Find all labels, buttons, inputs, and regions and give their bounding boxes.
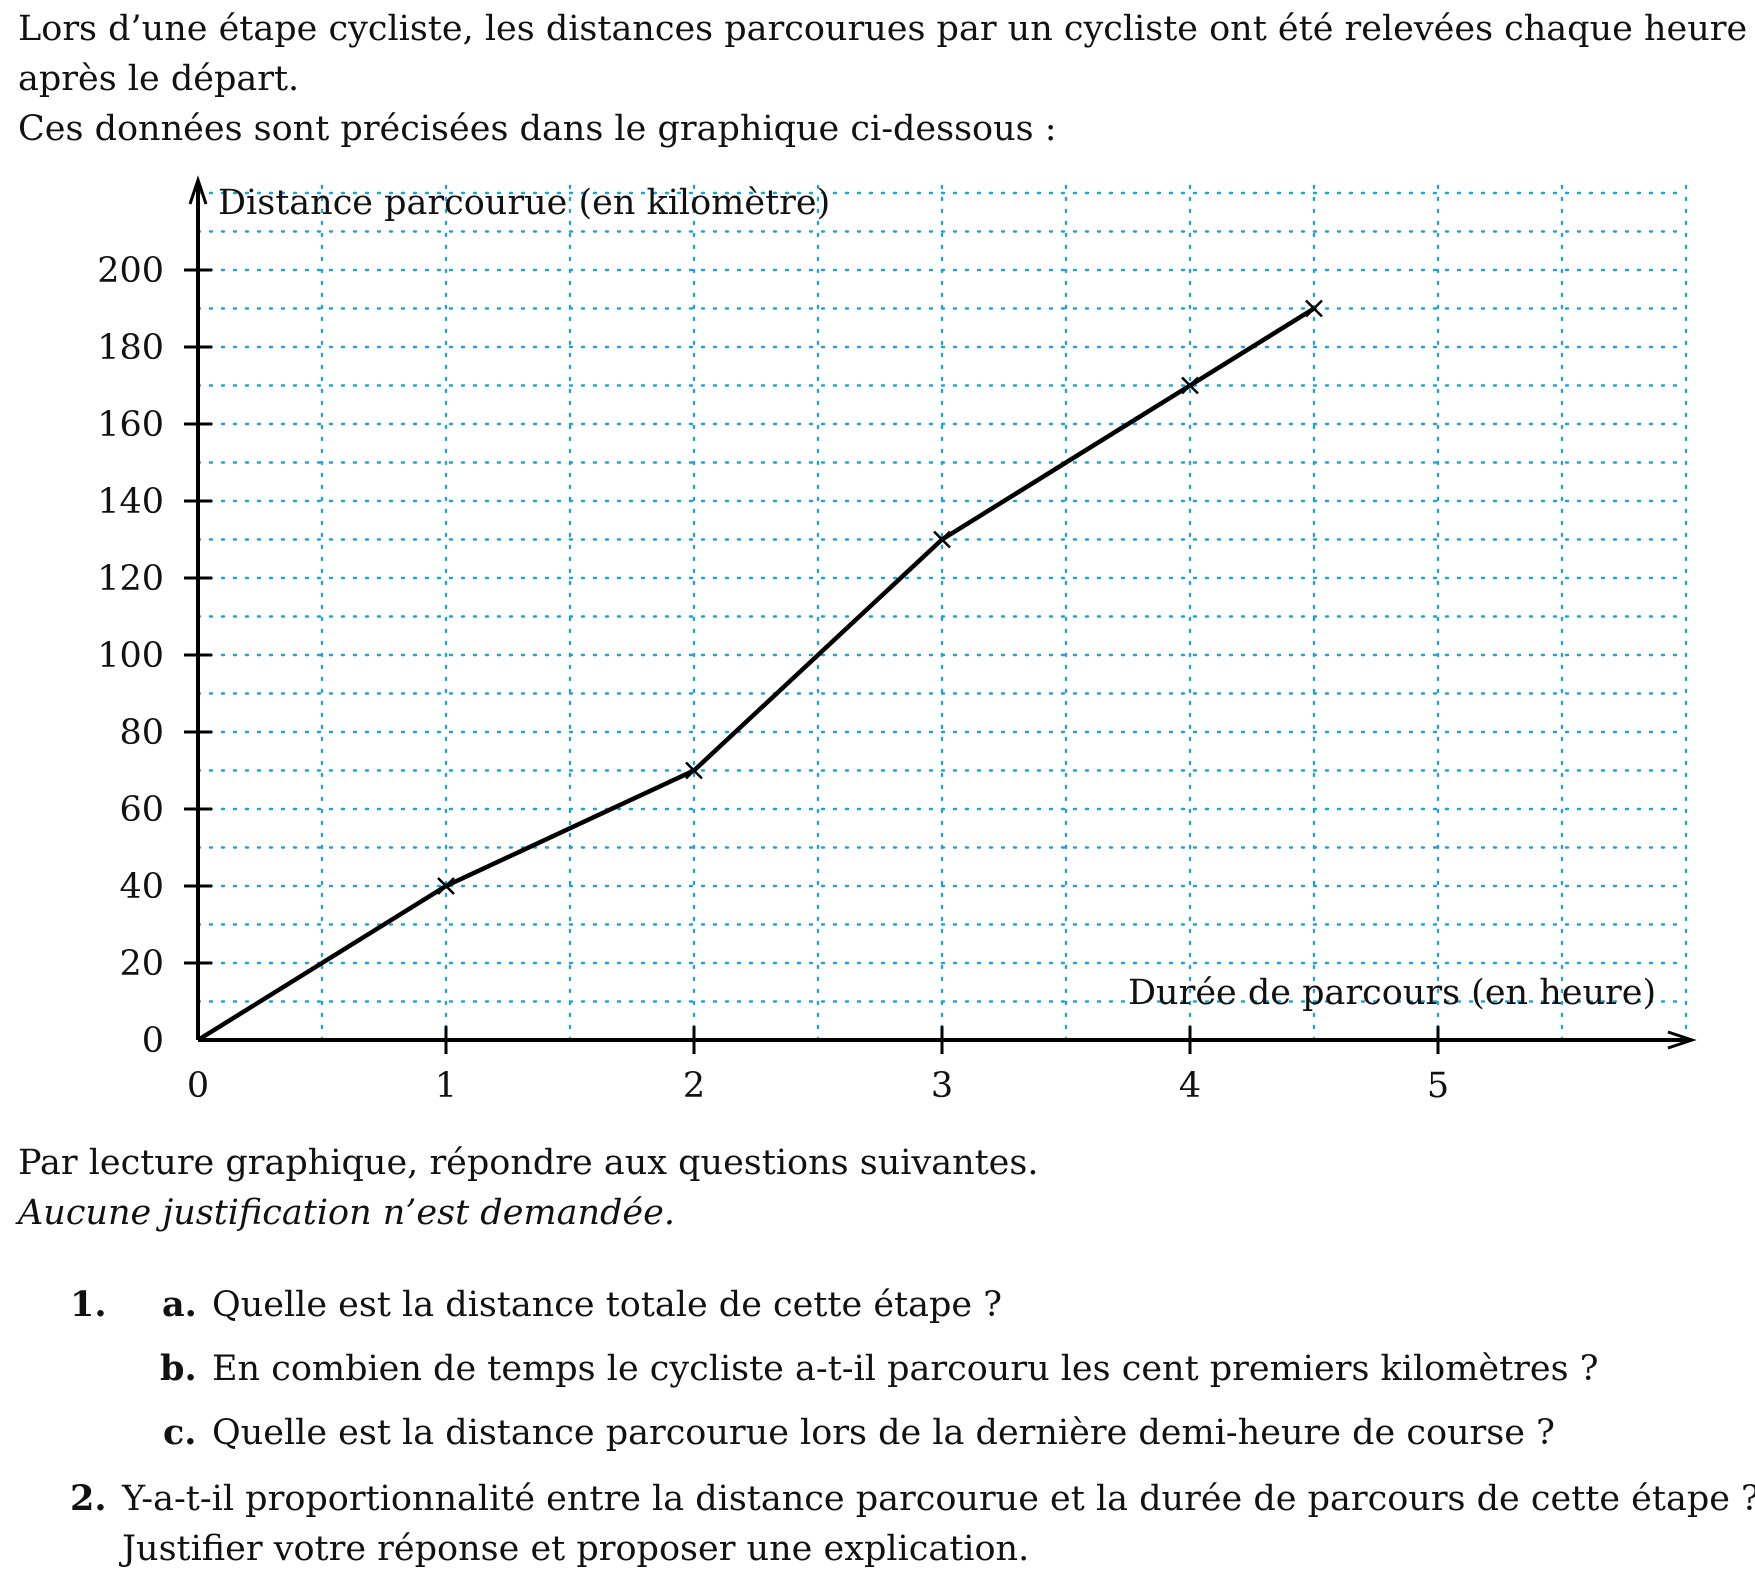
- x-axis-arrow: [1667, 1030, 1697, 1050]
- question-1c-label: c.: [163, 1412, 197, 1453]
- x-tick-label: 5: [1427, 1066, 1449, 1106]
- question-2-line-1: Y-a-t-il proportionnalité entre la dista…: [122, 1479, 1755, 1519]
- instruction-note: Aucune justification n’est demandée.: [18, 1193, 675, 1233]
- intro-line-1: Lors d’une étape cycliste, les distances…: [18, 9, 1748, 99]
- question-1-number: 1.: [70, 1284, 107, 1325]
- data-point-marker: [685, 761, 703, 780]
- x-tick-label: 3: [931, 1066, 953, 1106]
- question-1a-label: a.: [162, 1284, 197, 1325]
- x-tick-label: 0: [187, 1066, 209, 1106]
- series-markers: [437, 299, 1323, 895]
- instruction-line: Par lecture graphique, répondre aux ques…: [18, 1143, 1039, 1183]
- x-tick-label: 4: [1179, 1066, 1201, 1106]
- question-2-number: 2.: [70, 1478, 107, 1519]
- chart-ticks: 0 1 2 3 4 5 0 20 40 60 80 100 120 140 160 180 200: [97, 251, 1449, 1106]
- y-tick-label: 180: [97, 328, 164, 368]
- instructions: Par lecture graphique, répondre aux ques…: [18, 1138, 1753, 1238]
- question-1c-text: Quelle est la distance parcourue lors de…: [212, 1413, 1555, 1453]
- y-tick-label: 140: [97, 482, 164, 522]
- y-axis-arrow: [188, 175, 208, 205]
- y-tick-label: 100: [97, 636, 164, 676]
- y-tick-label: 160: [97, 405, 164, 445]
- y-tick-label: 80: [119, 713, 164, 753]
- y-tick-label: 60: [119, 790, 164, 830]
- series-line: [196, 306, 1316, 1042]
- data-point-marker: [437, 877, 455, 895]
- y-tick-label: 120: [97, 559, 164, 599]
- intro-line-2: Ces données sont précisées dans le graph…: [18, 109, 1057, 149]
- question-1b-label: b.: [160, 1348, 197, 1389]
- chart-grid: [196, 184, 1688, 1042]
- distance-time-chart: 0 1 2 3 4 5 0 20 40 60 80 100 120 140 160 180 200 Distan…: [97, 175, 1697, 1106]
- y-tick-label: 200: [97, 251, 164, 291]
- y-axis-label: Distance parcourue (en kilomètre): [218, 183, 830, 223]
- x-axis-label: Durée de parcours (en heure): [1128, 973, 1656, 1013]
- data-point-marker: [933, 530, 951, 549]
- x-tick-label: 1: [435, 1066, 457, 1106]
- y-tick-label: 0: [142, 1021, 164, 1061]
- intro-paragraph: Lors d’une étape cycliste, les distances…: [18, 4, 1753, 154]
- data-point-marker: [1305, 299, 1323, 318]
- y-tick-label: 40: [119, 867, 164, 907]
- question-1a-text: Quelle est la distance totale de cette é…: [212, 1285, 1002, 1325]
- y-tick-label: 20: [119, 944, 164, 984]
- data-point-marker: [1181, 376, 1199, 395]
- question-1b-text: En combien de temps le cycliste a-t-il p…: [212, 1349, 1599, 1389]
- x-tick-label: 2: [683, 1066, 705, 1106]
- question-2-line-2: Justifier votre réponse et proposer une …: [122, 1529, 1030, 1569]
